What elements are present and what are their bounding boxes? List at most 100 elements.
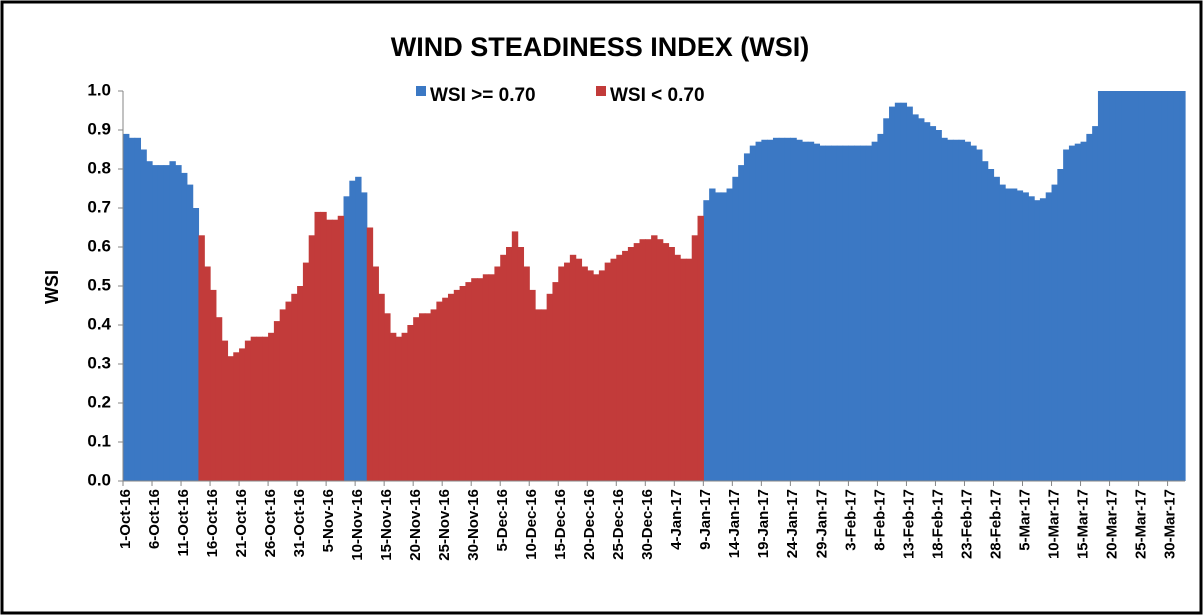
x-tick-label: 14-Jan-17	[726, 489, 743, 558]
bar	[569, 254, 577, 481]
bar	[593, 274, 600, 481]
x-tick-label: 25-Mar-17	[1132, 489, 1149, 559]
bar	[784, 137, 791, 482]
bar	[1179, 91, 1186, 481]
bar	[407, 325, 414, 481]
x-tick-label: 15-Nov-16	[378, 489, 395, 561]
x-tick-label: 8-Feb-17	[871, 489, 888, 551]
bar	[140, 149, 147, 481]
bar	[372, 266, 379, 481]
bar	[558, 266, 565, 481]
y-tick-label: 0.7	[87, 197, 111, 216]
bar	[889, 106, 896, 481]
bar	[157, 165, 165, 481]
bar	[703, 200, 710, 481]
y-tick-label: 0.9	[87, 119, 111, 138]
x-tick-label: 20-Mar-17	[1103, 489, 1120, 559]
x-tick-label: 23-Feb-17	[958, 489, 975, 559]
bar	[285, 301, 292, 481]
bar	[790, 137, 797, 482]
x-tick-label: 24-Jan-17	[784, 489, 801, 558]
x-tick-label: 25-Nov-16	[436, 489, 453, 561]
bar	[453, 289, 461, 481]
bar	[581, 266, 588, 481]
bar	[540, 309, 548, 481]
bar	[639, 239, 646, 481]
bar	[302, 262, 310, 481]
bar	[273, 321, 281, 481]
bar	[836, 145, 844, 481]
bar	[1016, 190, 1024, 481]
x-tick-label: 21-Oct-16	[233, 489, 250, 557]
bar	[732, 176, 739, 482]
bar	[384, 313, 391, 481]
bar	[389, 332, 397, 481]
bar	[401, 332, 408, 481]
bar	[900, 102, 908, 481]
y-tick-label: 0.0	[87, 470, 111, 489]
bar	[215, 317, 223, 481]
y-tick-label: 1.0	[87, 80, 111, 99]
bar	[192, 208, 200, 481]
bar	[424, 313, 432, 481]
x-tick-label: 16-Oct-16	[204, 489, 221, 557]
bar	[627, 247, 635, 481]
bar	[366, 227, 374, 481]
bar	[883, 118, 890, 482]
bar	[146, 161, 153, 481]
x-tick-label: 15-Dec-16	[552, 489, 569, 560]
bar	[447, 293, 455, 481]
bar	[662, 243, 670, 481]
bar	[598, 270, 606, 481]
bar	[871, 141, 879, 481]
bar	[360, 192, 368, 481]
bar	[767, 139, 774, 481]
bar	[1010, 188, 1018, 481]
bar	[465, 282, 472, 481]
bar	[894, 102, 902, 481]
bar	[604, 262, 612, 481]
bar	[796, 139, 803, 481]
bar	[1092, 126, 1099, 481]
bar	[204, 266, 211, 481]
bar	[958, 139, 966, 481]
bar	[1097, 91, 1105, 481]
bar	[1144, 91, 1151, 481]
bar	[778, 137, 786, 482]
x-tick-label: 5-Dec-16	[494, 489, 511, 552]
bar	[1068, 145, 1076, 481]
bar	[297, 286, 304, 481]
bar	[1150, 91, 1157, 481]
bar	[442, 297, 449, 481]
bar	[244, 340, 252, 481]
bar	[175, 165, 182, 481]
bar	[622, 250, 629, 481]
x-tick-label: 20-Nov-16	[407, 489, 424, 561]
bar	[865, 145, 873, 481]
bar	[268, 332, 275, 481]
x-tick-label: 25-Dec-16	[610, 489, 627, 560]
bar	[169, 161, 176, 481]
x-tick-label: 28-Feb-17	[987, 489, 1004, 559]
bar	[279, 309, 287, 481]
bar	[535, 309, 542, 481]
bar	[239, 348, 246, 481]
bar	[523, 266, 530, 481]
bar	[1051, 184, 1058, 481]
bar	[726, 188, 733, 481]
bar	[947, 139, 954, 481]
y-axis-label: WSI	[42, 270, 62, 304]
bar	[471, 278, 478, 481]
y-tick-label: 0.5	[87, 275, 111, 294]
bar	[651, 235, 658, 481]
bar	[1103, 91, 1111, 481]
bar	[378, 293, 385, 481]
bar	[262, 336, 269, 481]
x-tick-label: 30-Nov-16	[465, 489, 482, 561]
bar	[1155, 91, 1163, 481]
bar	[349, 180, 356, 481]
bar	[987, 169, 995, 481]
bar	[210, 289, 217, 481]
bar	[1126, 91, 1134, 481]
x-tick-label: 5-Nov-16	[320, 489, 337, 552]
